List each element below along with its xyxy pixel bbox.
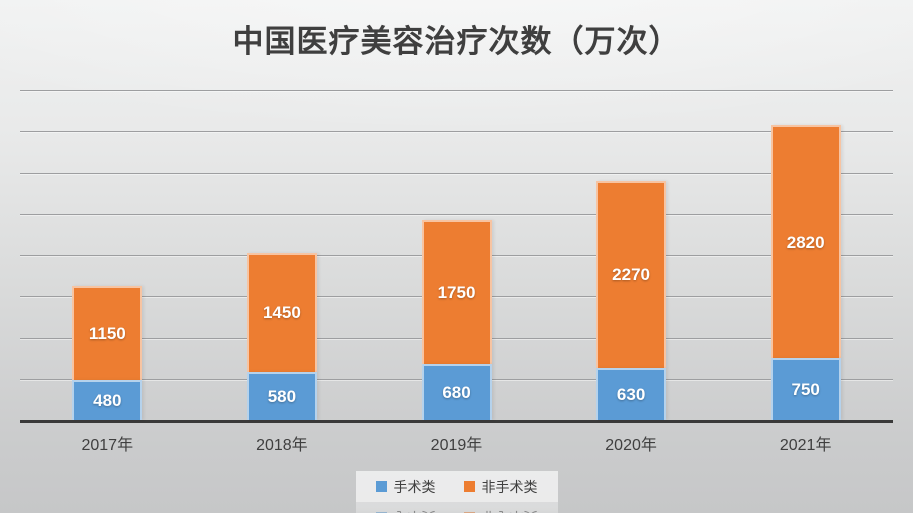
data-label-手术类-2018年: 580	[267, 387, 297, 407]
bar-2017年: 1150 480	[72, 285, 143, 420]
data-label-非手术类-2021年: 2820	[786, 232, 825, 252]
bar-2020年: 2270 630	[596, 180, 667, 420]
plot-area: 1150 480 1450 580 1750 680 2270 630 2820 750	[20, 90, 893, 423]
gridline-3500	[20, 131, 893, 133]
legend: 手术类 非手术类	[355, 471, 558, 502]
legend-label-surgical: 手术类	[393, 478, 436, 495]
bar-2021年: 2820 750	[770, 125, 841, 420]
segment-手术类-2018年: 580	[246, 372, 317, 420]
data-label-手术类-2017年: 480	[93, 391, 122, 411]
gridline-3000	[20, 172, 893, 174]
legend-item-nonsurgical: 非手术类	[463, 477, 538, 497]
chart-title: 中国医疗美容治疗次数（万次）	[232, 24, 681, 59]
bar-2019年: 1750 680	[421, 219, 492, 420]
gridline-4000	[20, 90, 893, 91]
legend-item-surgical: 手术类	[375, 477, 436, 497]
data-label-非手术类-2020年: 2270	[612, 265, 650, 285]
segment-非手术类-2019年: 1750	[421, 219, 492, 364]
x-axis-label-2017年: 2017年	[81, 437, 134, 454]
segment-非手术类-2017年: 1150	[72, 285, 143, 381]
segment-手术类-2020年: 630	[596, 368, 667, 420]
segment-非手术类-2020年: 2270	[596, 180, 667, 369]
x-axis-label-2021年: 2021年	[779, 437, 832, 454]
gridline-2500	[20, 213, 893, 215]
legend-swatch-surgical-icon	[375, 481, 387, 492]
legend-label-nonsurgical: 非手术类	[481, 478, 538, 495]
data-label-手术类-2021年: 750	[791, 380, 820, 400]
segment-手术类-2017年: 480	[72, 380, 143, 420]
data-label-非手术类-2019年: 1750	[437, 282, 476, 302]
legend-item-nonsurgical-reflection: 非手术类	[463, 508, 538, 513]
x-axis-label-2018年: 2018年	[256, 437, 308, 454]
segment-手术类-2021年: 750	[770, 358, 841, 420]
data-label-非手术类-2018年: 1450	[262, 303, 301, 323]
data-label-手术类-2019年: 680	[442, 382, 471, 402]
x-axis-label-2019年: 2019年	[430, 437, 483, 454]
segment-手术类-2019年: 680	[421, 363, 492, 420]
segment-非手术类-2018年: 1450	[246, 252, 317, 373]
segment-非手术类-2021年: 2820	[770, 125, 841, 359]
data-label-手术类-2020年: 630	[616, 385, 646, 405]
legend-label-surgical-reflection: 手术类	[394, 508, 436, 513]
data-label-非手术类-2017年: 1150	[88, 323, 126, 343]
x-axis: 2017年 2018年 2019年 2020年 2021年	[20, 431, 893, 455]
legend-swatch-nonsurgical-icon	[463, 481, 475, 492]
legend-item-surgical-reflection: 手术类	[375, 508, 436, 513]
legend-reflection: 手术类 非手术类	[355, 502, 558, 513]
bar-2018年: 1450 580	[246, 252, 317, 420]
legend-label-nonsurgical-reflection: 非手术类	[482, 508, 538, 513]
x-axis-label-2020年: 2020年	[605, 437, 657, 454]
